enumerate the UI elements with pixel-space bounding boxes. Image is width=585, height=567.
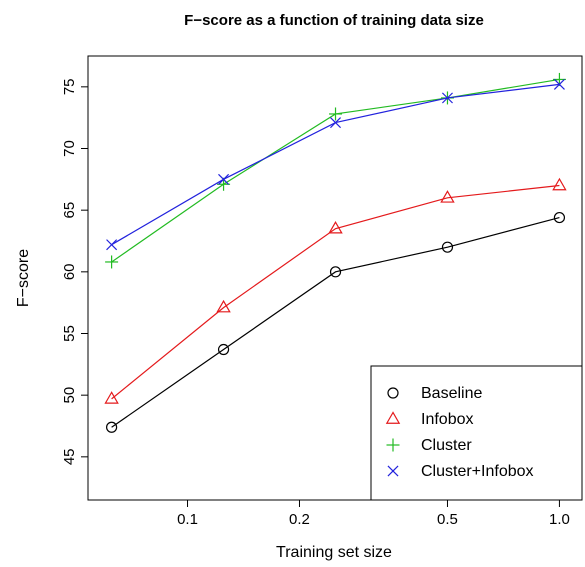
data-point-infobox [440, 190, 455, 203]
y-tick-label: 65 [61, 202, 78, 219]
x-tick-label: 1.0 [549, 511, 570, 528]
legend: Baseline Infobox Cluster Cluster+Infobox [370, 365, 583, 501]
legend-marker-cluster [386, 438, 400, 452]
legend-label-cluster: Cluster [421, 437, 472, 454]
data-point-cluster [105, 255, 119, 269]
legend-label-baseline: Baseline [421, 385, 482, 402]
series-layer [104, 72, 567, 433]
legend-marker-cluster-infobox [387, 465, 399, 477]
data-point-baseline [329, 266, 342, 278]
legend-marker-infobox [385, 411, 401, 424]
data-point-cluster-infobox [553, 78, 565, 90]
data-point-baseline [217, 343, 230, 356]
y-axis: 45 50 55 60 65 70 75 [61, 78, 88, 465]
data-point-baseline [441, 241, 454, 253]
data-point-baseline [106, 421, 118, 433]
x-axis: 0.1 0.2 0.5 1.0 [177, 500, 570, 528]
data-point-cluster [329, 107, 343, 121]
y-tick-label: 70 [61, 140, 78, 157]
legend-box [370, 365, 583, 501]
y-tick-label: 60 [61, 263, 78, 280]
data-point-baseline [553, 211, 566, 224]
series-line-baseline [111, 216, 560, 428]
y-tick-label: 50 [61, 387, 78, 404]
y-axis-label: F−score [15, 249, 32, 307]
data-point-infobox [552, 177, 567, 191]
data-point-cluster-infobox [330, 117, 342, 129]
data-point-cluster-infobox [106, 239, 118, 251]
legend-label-infobox: Infobox [421, 411, 473, 428]
series-line-infobox [111, 184, 560, 400]
data-point-infobox [328, 220, 343, 234]
chart-title: F−score as a function of training data s… [184, 12, 484, 29]
x-axis-label: Training set size [276, 544, 392, 561]
plot-frame [87, 55, 583, 501]
x-tick-label: 0.1 [177, 511, 198, 528]
x-tick-label: 0.2 [289, 511, 310, 528]
data-point-infobox [216, 299, 231, 313]
data-point-infobox [104, 391, 119, 404]
data-point-cluster-infobox [441, 92, 453, 104]
legend-marker-baseline [387, 387, 399, 399]
y-tick-label: 55 [61, 325, 78, 342]
y-tick-label: 75 [61, 78, 78, 95]
x-tick-label: 0.5 [437, 511, 458, 528]
legend-label-cluster-infobox: Cluster+Infobox [421, 463, 534, 480]
data-point-cluster-infobox [218, 173, 230, 185]
series-line-cluster [111, 78, 560, 263]
y-tick-label: 45 [61, 448, 78, 465]
